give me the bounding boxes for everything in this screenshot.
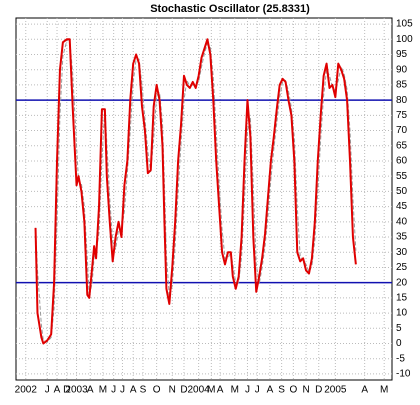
y-tick-label: 95: [396, 49, 408, 60]
plot-frame: [15, 17, 393, 381]
x-tick-label: N: [302, 385, 309, 396]
x-tick-label: 2005: [324, 385, 347, 396]
series-line: [35, 38, 357, 343]
x-tick-label: A: [54, 385, 61, 396]
x-tick-label: S: [278, 385, 285, 396]
x-tick-label: M: [99, 385, 107, 396]
y-tick-label: 90: [396, 64, 408, 75]
y-tick-label: 45: [396, 201, 408, 212]
x-tick-label: A: [361, 385, 368, 396]
y-tick-label: 70: [396, 125, 408, 136]
x-tick-label: D: [180, 385, 187, 396]
x-tick-label: M: [207, 385, 215, 396]
y-tick-label: 65: [396, 140, 408, 151]
x-tick-label: N: [169, 385, 176, 396]
y-tick-label: 35: [396, 232, 408, 243]
y-tick-label: -10: [396, 369, 411, 380]
y-tick-label: 40: [396, 216, 408, 227]
x-tick-label: J: [245, 385, 250, 396]
y-tick-label: 55: [396, 171, 408, 182]
x-tick-label: A: [217, 385, 224, 396]
x-tick-label: J: [255, 385, 260, 396]
y-tick-label: 20: [396, 277, 408, 288]
y-tick-label: 80: [396, 95, 408, 106]
y-tick-label: 75: [396, 110, 408, 121]
x-tick-label: A: [267, 385, 274, 396]
y-tick-label: 25: [396, 262, 408, 273]
x-tick-label: M: [231, 385, 239, 396]
x-tick-label: O: [289, 385, 297, 396]
x-tick-label: A: [87, 385, 94, 396]
x-tick-label: A: [130, 385, 137, 396]
x-tick-label: J: [111, 385, 116, 396]
x-tick-label: J: [45, 385, 50, 396]
x-tick-label: 2002: [15, 385, 38, 396]
x-tick-label: D: [315, 385, 322, 396]
y-tick-label: 85: [396, 80, 408, 91]
y-tick-label: 105: [396, 19, 413, 30]
x-tick-label: M: [380, 385, 388, 396]
series-line: [34, 38, 357, 345]
x-tick-label: 2004: [188, 385, 211, 396]
y-tick-label: 100: [396, 34, 413, 45]
y-tick-label: 5: [396, 323, 402, 334]
y-tick-label: 30: [396, 247, 408, 258]
x-tick-label: J: [120, 385, 125, 396]
x-tick-label: D: [63, 385, 70, 396]
x-tick-label: O: [153, 385, 161, 396]
y-tick-label: 0: [396, 338, 402, 349]
y-tick-label: 50: [396, 186, 408, 197]
x-tick-label: S: [140, 385, 147, 396]
chart-title: Stochastic Oscillator (25.8331): [150, 3, 310, 15]
y-tick-label: 60: [396, 156, 408, 167]
y-tick-label: 15: [396, 293, 408, 304]
y-tick-label: 10: [396, 308, 408, 319]
y-tick-label: -5: [396, 353, 405, 364]
x-tick-label: 2003: [65, 385, 88, 396]
